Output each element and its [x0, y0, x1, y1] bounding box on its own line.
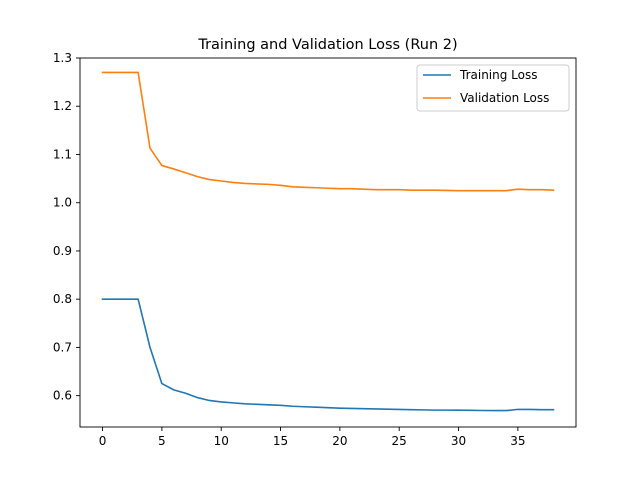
legend-label-1: Training Loss	[459, 68, 537, 82]
x-tick-label: 25	[392, 434, 407, 448]
x-tick-label: 0	[99, 434, 107, 448]
legend-box	[416, 64, 570, 112]
x-tick-label: 10	[214, 434, 229, 448]
series-layer	[101, 71, 555, 412]
y-tick-label: 1.2	[53, 99, 72, 113]
legend-label-2: Validation Loss	[460, 91, 549, 105]
x-tick-label: 15	[273, 434, 288, 448]
series-line-2	[101, 71, 555, 192]
x-tick-label: 30	[451, 434, 466, 448]
y-tick-label: 1.1	[53, 147, 72, 161]
plot-frame	[79, 57, 577, 428]
y-tick-label: 0.8	[53, 292, 72, 306]
legend: Training Loss Validation Loss	[416, 64, 570, 112]
chart-title: Training and Validation Loss (Run 2)	[197, 37, 457, 53]
y-tick-label: 0.9	[53, 244, 72, 258]
x-tick-label: 35	[510, 434, 525, 448]
series-line-1	[101, 298, 555, 412]
y-tick-label: 1.0	[53, 196, 72, 210]
x-tick-label: 20	[332, 434, 347, 448]
y-tick-label: 0.6	[53, 389, 72, 403]
y-tick-label: 1.3	[53, 51, 72, 65]
y-tick-label: 0.7	[53, 340, 72, 354]
x-tick-label: 5	[158, 434, 166, 448]
axes-layer: 0 5 10 15 20 25 30 35 0.6 0.7 0.8 0.9 1.0 1.1 1.2 1.3	[53, 51, 577, 448]
